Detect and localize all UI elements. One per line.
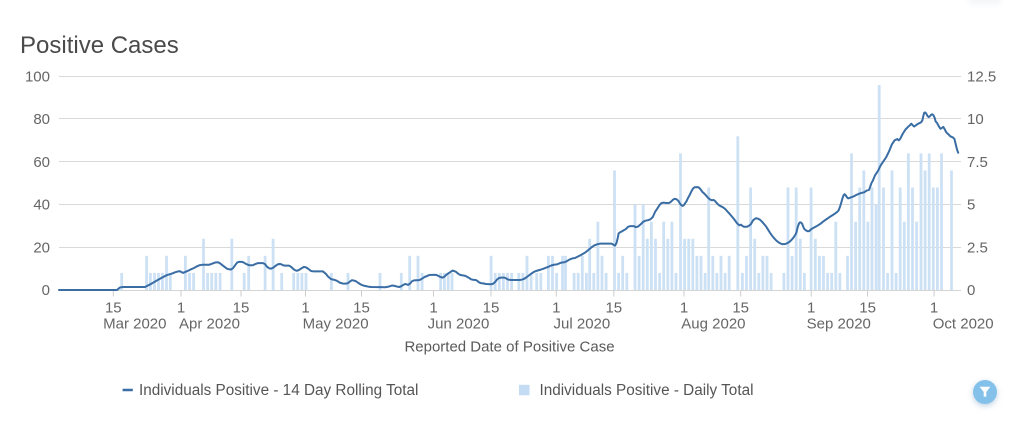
svg-text:Reported Date of Positive Case: Reported Date of Positive Case [404, 339, 614, 356]
svg-text:80: 80 [33, 111, 50, 128]
svg-text:15: 15 [859, 300, 876, 317]
svg-text:0: 0 [42, 282, 50, 299]
svg-text:Positive Cases: Positive Cases [20, 32, 179, 59]
svg-text:Individuals Positive - 14 Day: Individuals Positive - 14 Day Rolling To… [139, 382, 418, 399]
svg-text:15: 15 [105, 300, 122, 317]
svg-text:1: 1 [552, 300, 560, 317]
svg-text:1: 1 [807, 300, 815, 317]
svg-text:2.5: 2.5 [967, 239, 988, 256]
svg-text:1: 1 [301, 300, 309, 317]
svg-text:Apr 2020: Apr 2020 [179, 316, 240, 333]
svg-text:15: 15 [353, 300, 370, 317]
svg-text:60: 60 [33, 154, 50, 171]
svg-text:15: 15 [605, 300, 622, 317]
svg-text:15: 15 [732, 300, 749, 317]
svg-text:Jul 2020: Jul 2020 [554, 316, 611, 333]
svg-text:10: 10 [967, 111, 984, 128]
svg-text:Jun 2020: Jun 2020 [428, 316, 490, 333]
svg-text:1: 1 [177, 300, 185, 317]
svg-text:20: 20 [33, 239, 50, 256]
svg-text:12.5: 12.5 [967, 69, 996, 86]
svg-text:15: 15 [483, 300, 500, 317]
svg-text:Mar 2020: Mar 2020 [103, 316, 166, 333]
svg-text:100: 100 [25, 69, 50, 86]
svg-text:40: 40 [33, 197, 50, 214]
svg-text:May 2020: May 2020 [303, 316, 369, 333]
svg-text:Oct 2020: Oct 2020 [933, 316, 994, 333]
svg-text:1: 1 [930, 300, 938, 317]
svg-text:1: 1 [680, 300, 688, 317]
svg-text:15: 15 [233, 300, 250, 317]
svg-text:7.5: 7.5 [967, 154, 988, 171]
svg-text:1: 1 [429, 300, 437, 317]
svg-text:Aug 2020: Aug 2020 [681, 316, 745, 333]
svg-text:Sep 2020: Sep 2020 [807, 316, 871, 333]
svg-text:0: 0 [967, 282, 975, 299]
svg-text:5: 5 [967, 197, 975, 214]
svg-text:Individuals Positive - Daily T: Individuals Positive - Daily Total [540, 382, 754, 399]
